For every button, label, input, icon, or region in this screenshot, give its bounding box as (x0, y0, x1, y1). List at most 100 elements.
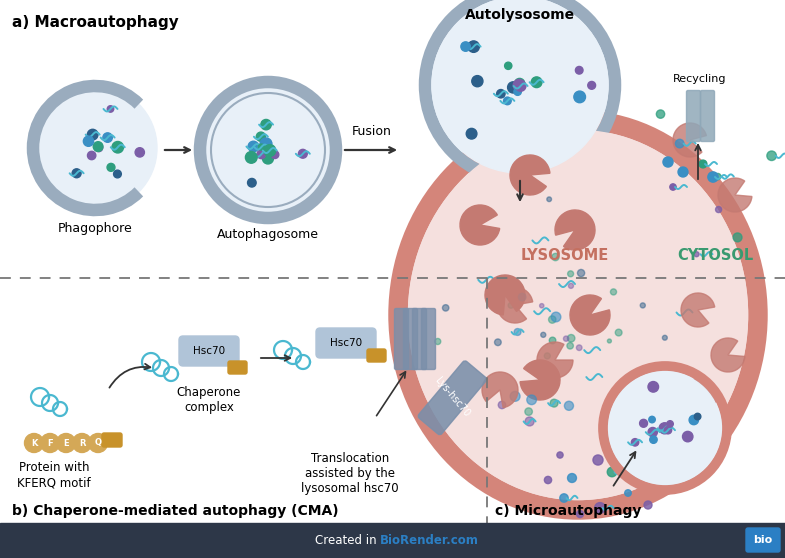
Wedge shape (485, 275, 525, 315)
Circle shape (41, 434, 60, 453)
Circle shape (508, 302, 514, 308)
Circle shape (87, 151, 96, 160)
Wedge shape (520, 360, 560, 400)
Circle shape (574, 91, 586, 103)
Wedge shape (510, 155, 550, 195)
Circle shape (544, 477, 552, 484)
Circle shape (261, 143, 268, 151)
Circle shape (107, 163, 115, 171)
Circle shape (588, 81, 596, 89)
Circle shape (508, 82, 519, 93)
Bar (0, 523, 785, 558)
Circle shape (699, 160, 707, 168)
Circle shape (135, 148, 144, 157)
Circle shape (593, 455, 603, 465)
Circle shape (112, 142, 123, 153)
Circle shape (666, 421, 674, 427)
Circle shape (549, 316, 556, 323)
Text: Chaperone
complex: Chaperone complex (177, 386, 241, 414)
FancyBboxPatch shape (746, 528, 780, 552)
Circle shape (93, 142, 103, 151)
Circle shape (567, 343, 573, 349)
Wedge shape (555, 210, 595, 250)
Circle shape (560, 494, 568, 502)
Text: CYTOSOL: CYTOSOL (677, 248, 753, 262)
Wedge shape (683, 378, 717, 412)
Circle shape (648, 416, 655, 423)
Circle shape (256, 132, 265, 141)
Wedge shape (711, 338, 745, 372)
Circle shape (641, 303, 645, 308)
Circle shape (644, 501, 652, 509)
Wedge shape (460, 205, 500, 245)
Text: Autophagosome: Autophagosome (217, 228, 319, 241)
Ellipse shape (408, 131, 747, 499)
Circle shape (544, 353, 550, 359)
Circle shape (547, 197, 552, 201)
Circle shape (694, 252, 699, 257)
Circle shape (767, 151, 776, 161)
Circle shape (648, 382, 659, 392)
Circle shape (708, 172, 718, 182)
Circle shape (568, 334, 575, 342)
Text: Hsc70: Hsc70 (193, 346, 225, 356)
Circle shape (94, 143, 103, 152)
Text: F: F (47, 439, 53, 448)
Circle shape (578, 270, 585, 277)
Circle shape (513, 79, 525, 91)
Circle shape (248, 141, 259, 152)
Circle shape (682, 431, 693, 442)
Circle shape (594, 503, 605, 513)
Circle shape (271, 151, 279, 158)
Circle shape (663, 157, 673, 167)
Circle shape (550, 399, 558, 407)
Circle shape (631, 439, 639, 446)
Circle shape (443, 305, 449, 311)
Circle shape (211, 93, 325, 207)
Circle shape (568, 271, 574, 277)
Circle shape (552, 253, 559, 261)
Circle shape (87, 129, 98, 140)
Circle shape (514, 329, 521, 335)
Text: Lys-hsc70: Lys-hsc70 (433, 376, 471, 418)
Circle shape (515, 81, 526, 92)
Circle shape (72, 169, 81, 178)
Circle shape (714, 174, 721, 180)
Circle shape (659, 423, 670, 434)
FancyBboxPatch shape (102, 433, 122, 447)
Text: R: R (78, 439, 86, 448)
Circle shape (425, 0, 615, 180)
Circle shape (298, 150, 307, 158)
FancyBboxPatch shape (228, 361, 247, 374)
Circle shape (461, 42, 470, 51)
Text: c) Microautophagy: c) Microautophagy (495, 504, 641, 518)
Circle shape (568, 283, 574, 288)
Circle shape (525, 417, 534, 426)
Circle shape (72, 434, 92, 453)
Circle shape (663, 335, 667, 340)
FancyBboxPatch shape (464, 150, 585, 198)
Circle shape (468, 41, 480, 52)
Circle shape (575, 66, 583, 74)
Circle shape (576, 345, 582, 350)
Circle shape (264, 146, 270, 152)
Circle shape (33, 86, 157, 210)
Circle shape (247, 179, 256, 187)
Circle shape (497, 89, 505, 98)
Text: Q: Q (94, 439, 101, 448)
Circle shape (541, 333, 546, 338)
Circle shape (648, 427, 657, 437)
Text: b) Chaperone-mediated autophagy (CMA): b) Chaperone-mediated autophagy (CMA) (12, 504, 338, 518)
FancyBboxPatch shape (418, 361, 487, 435)
Circle shape (89, 434, 108, 453)
Circle shape (503, 97, 511, 105)
Wedge shape (537, 342, 573, 378)
Circle shape (261, 119, 272, 130)
Circle shape (264, 145, 276, 156)
Circle shape (531, 77, 542, 88)
Circle shape (640, 420, 648, 427)
Text: BioRender.com: BioRender.com (380, 533, 479, 546)
Text: Fusion: Fusion (352, 125, 392, 138)
Circle shape (564, 336, 568, 341)
Circle shape (518, 294, 526, 301)
